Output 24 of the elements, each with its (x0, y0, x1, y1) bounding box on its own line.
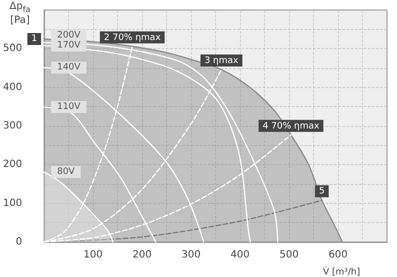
x-tick-label: 300 (182, 250, 201, 260)
x-axis-title: V̇ [m³/h] (323, 266, 360, 277)
x-tick-label: 400 (230, 250, 250, 260)
series-label: 140V (57, 62, 82, 73)
x-tick-label: 200 (132, 250, 152, 260)
annotation: 2 70% ηmax (104, 32, 162, 43)
annotation: 4 70% ηmax (262, 121, 320, 132)
y-tick-label: 500 (2, 43, 22, 54)
series-label: 200V (57, 30, 82, 40)
y-tick-label: 300 (2, 120, 22, 132)
x-tick-label: 500 (279, 250, 299, 260)
y-axis-title: Δp$_{fa}$ [Pa] (8, 1, 32, 26)
x-tick-label: 100 (84, 250, 103, 260)
y-tick-label: 100 (2, 198, 22, 209)
annotation: 3 ηmax (204, 56, 240, 66)
annotation: 5 (318, 186, 325, 197)
series-label: 80V (57, 167, 76, 178)
x-tick-label: 600 (328, 250, 348, 260)
annotation: 1 (31, 34, 38, 44)
y-tick-label: 200 (2, 159, 22, 170)
series-label: 170V (57, 40, 82, 51)
y-tick-label: 400 (2, 82, 22, 93)
y-tick-label: 0 (16, 236, 22, 248)
series-label: 110V (57, 102, 82, 112)
